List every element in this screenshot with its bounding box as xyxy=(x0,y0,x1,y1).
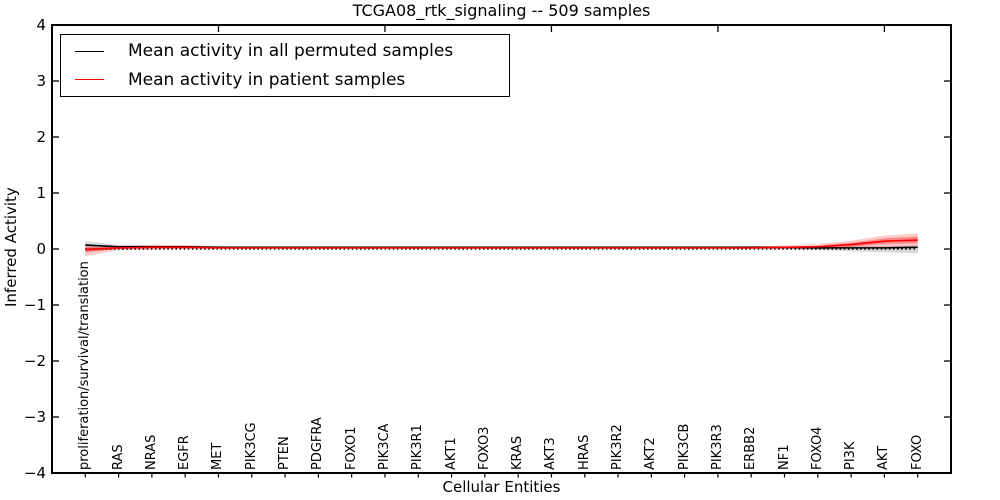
category-tick-label: PTEN xyxy=(277,436,293,470)
legend: Mean activity in all permuted samples Me… xyxy=(60,34,510,97)
y-tick-label: 2 xyxy=(36,128,46,146)
patient-mean-line xyxy=(85,239,918,251)
category-tick-label: ERBB2 xyxy=(743,426,759,470)
y-tick-label: 4 xyxy=(36,16,46,34)
category-tick-label: FOXO xyxy=(909,434,925,470)
category-tick-label: MET xyxy=(210,442,226,470)
category-tick-label: RAS xyxy=(110,444,126,470)
category-tick-label: FOXO4 xyxy=(809,426,825,470)
permuted-line-swatch xyxy=(75,50,104,52)
category-tick-label: KRAS xyxy=(510,435,526,470)
y-tick-label: 1 xyxy=(36,184,46,202)
category-tick-label: NRAS xyxy=(143,434,159,470)
x-axis-label: Cellular Entities xyxy=(442,478,561,496)
category-tick-label: PI3K xyxy=(843,441,859,470)
category-tick-label: AKT1 xyxy=(443,437,459,470)
category-tick-label: PIK3CB xyxy=(676,423,692,470)
patient-band-outer xyxy=(85,233,918,257)
y-tick-label: −4 xyxy=(23,464,46,482)
category-tick-label: AKT3 xyxy=(543,437,559,470)
legend-label-patient: Mean activity in patient samples xyxy=(128,69,406,90)
category-tick-label: PDGFRA xyxy=(310,417,326,470)
category-tick-label: EGFR xyxy=(177,435,193,470)
legend-item-permuted: Mean activity in all permuted samples xyxy=(75,41,509,61)
y-tick-label: −2 xyxy=(23,352,46,370)
category-tick-label: NF1 xyxy=(776,444,792,470)
y-tick-label: −1 xyxy=(23,296,46,314)
patient-band-inner xyxy=(85,236,918,253)
category-tick-label: FOXO3 xyxy=(476,426,492,470)
category-tick-label: proliferation/survival/translation xyxy=(77,261,93,470)
category-tick-label: HRAS xyxy=(576,434,592,470)
category-tick-label: PIK3CG xyxy=(243,422,259,470)
y-tick-label: 0 xyxy=(36,240,46,258)
category-tick-label: FOXO1 xyxy=(343,426,359,470)
category-tick-label: PIK3CA xyxy=(376,423,392,470)
legend-item-patient: Mean activity in patient samples xyxy=(75,70,509,90)
category-tick-label: PIK3R3 xyxy=(709,424,725,470)
chart-title: TCGA08_rtk_signaling -- 509 samples xyxy=(352,1,651,20)
legend-label-permuted: Mean activity in all permuted samples xyxy=(128,41,454,62)
category-tick-label: PIK3R2 xyxy=(610,424,626,470)
category-tick-label: AKT2 xyxy=(643,437,659,470)
category-tick-label: PIK3R1 xyxy=(410,424,426,470)
patient-line-swatch xyxy=(75,79,104,81)
y-tick-label: −3 xyxy=(23,408,46,426)
category-tick-label: AKT xyxy=(876,445,892,470)
y-tick-label: 3 xyxy=(36,72,46,90)
